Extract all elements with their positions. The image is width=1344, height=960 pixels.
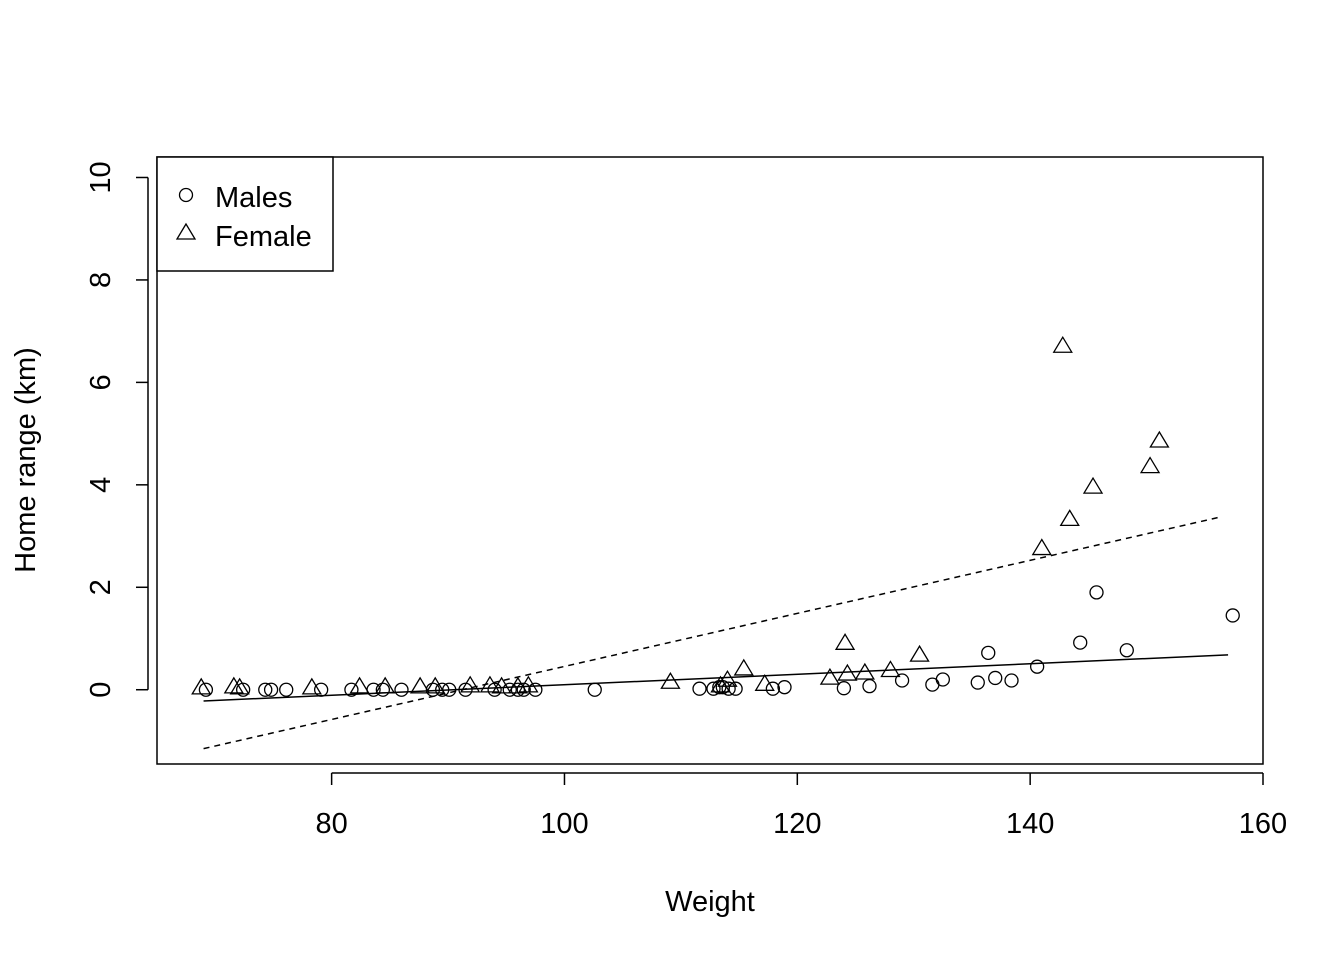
data-point-female: [880, 660, 901, 678]
data-point-female: [1139, 456, 1161, 474]
y-axis-label: Home range (km): [10, 347, 42, 573]
data-point-female: [409, 676, 431, 694]
data-point-males: [1089, 585, 1104, 600]
data-point-female: [1082, 476, 1104, 494]
legend: Males Female: [156, 156, 334, 272]
data-point-males: [394, 682, 409, 697]
data-points: [191, 335, 1240, 697]
x-tick-label: 160: [1239, 808, 1287, 840]
data-point-female: [710, 675, 731, 693]
data-point-female: [491, 676, 512, 694]
y-axis: 0 2 4 6 8 10: [85, 161, 149, 698]
data-point-female: [1052, 335, 1073, 353]
data-point-female: [349, 676, 370, 694]
data-point-female: [854, 662, 875, 680]
data-point-female: [375, 676, 396, 694]
data-point-males: [894, 673, 910, 688]
legend-triangle-marker: [175, 222, 197, 240]
data-point-males: [777, 680, 792, 695]
legend-label-female: Female: [215, 221, 312, 253]
data-point-males: [935, 672, 950, 687]
fit-lines: [203, 515, 1229, 750]
data-point-males: [721, 681, 736, 696]
data-point-males: [263, 682, 279, 697]
data-point-males: [706, 681, 721, 696]
legend-box: [156, 156, 334, 272]
y-tick-label: 10: [85, 161, 117, 193]
data-point-males: [862, 678, 877, 694]
x-tick-label: 100: [540, 808, 588, 840]
data-point-males: [1073, 635, 1088, 650]
fit-line-dashed: [203, 515, 1223, 750]
data-point-males: [528, 682, 543, 697]
data-point-female: [229, 677, 250, 695]
data-point-males: [314, 682, 329, 697]
data-point-female: [518, 675, 539, 693]
data-point-males: [728, 681, 743, 696]
data-point-female: [717, 669, 738, 687]
data-point-males: [1225, 608, 1240, 623]
data-point-males: [435, 682, 450, 697]
legend-label-males: Males: [215, 182, 292, 214]
data-point-female: [301, 677, 322, 695]
x-tick-label: 140: [1006, 808, 1054, 840]
data-point-female: [837, 663, 858, 681]
data-point-female: [819, 667, 841, 685]
data-point-males: [344, 682, 359, 697]
fit-line-solid: [203, 654, 1229, 702]
data-point-males: [425, 682, 441, 697]
data-point-female: [223, 676, 244, 694]
data-point-males: [836, 681, 852, 696]
x-axis: 80 100 120 140 160: [315, 772, 1287, 840]
data-point-males: [198, 682, 214, 697]
y-tick-label: 6: [85, 374, 117, 390]
data-point-female: [754, 674, 775, 691]
y-tick-label: 8: [85, 272, 117, 288]
data-point-female: [507, 676, 529, 694]
data-point-female: [425, 676, 446, 694]
data-point-female: [733, 658, 754, 676]
data-point-males: [258, 682, 273, 697]
y-tick-label: 0: [85, 682, 117, 698]
data-point-males: [692, 681, 707, 696]
x-tick-label: 80: [315, 808, 347, 840]
data-point-males: [279, 682, 294, 697]
data-point-males: [1119, 643, 1134, 658]
data-point-males: [970, 675, 985, 690]
data-point-males: [1004, 673, 1019, 688]
data-point-female: [191, 677, 212, 695]
plot-frame: [156, 156, 1264, 765]
data-point-males: [765, 681, 781, 696]
data-point-males: [712, 680, 727, 695]
data-point-female: [1031, 538, 1052, 556]
data-point-males: [981, 645, 996, 660]
data-point-males: [516, 682, 531, 697]
data-point-males: [458, 682, 473, 697]
data-point-males: [236, 682, 251, 697]
y-tick-label: 2: [85, 579, 117, 595]
data-point-female: [479, 675, 501, 693]
x-tick-label: 120: [773, 808, 821, 840]
data-point-males: [375, 682, 391, 697]
data-point-female: [909, 644, 930, 662]
data-point-males: [502, 682, 517, 697]
data-point-female: [834, 633, 856, 650]
legend-circle-marker: [178, 187, 194, 203]
data-point-males: [487, 682, 502, 697]
data-point-female: [1149, 430, 1170, 448]
data-point-female: [460, 675, 481, 693]
x-axis-label: Weight: [665, 886, 755, 918]
y-tick-label: 4: [85, 477, 117, 493]
data-point-males: [1029, 659, 1045, 674]
data-point-female: [660, 671, 681, 689]
data-point-males: [587, 682, 602, 697]
data-point-males: [988, 670, 1003, 686]
data-point-female: [1059, 509, 1080, 527]
